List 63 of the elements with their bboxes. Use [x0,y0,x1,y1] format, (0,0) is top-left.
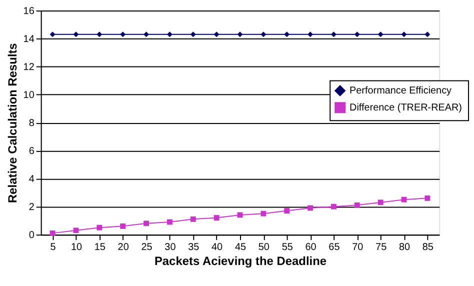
point [144,32,149,38]
x-tick-label: 65 [328,242,340,254]
point [73,228,79,234]
x-tick-label: 45 [234,242,246,254]
x-tick-label: 10 [70,242,82,254]
y-tick-label: 0 [28,230,35,242]
x-tick-label: 20 [118,242,130,254]
x-tick-label: 50 [258,242,270,254]
x-tick-label: 15 [94,242,106,254]
x-axis-title: Packets Acieving the Deadline [154,254,327,268]
point [190,32,196,38]
point [50,230,56,236]
x-tick-label: 25 [141,242,153,254]
point [378,200,384,206]
point [378,32,384,38]
point [73,32,79,38]
x-tick-label: 5 [50,242,56,254]
y-tick-label: 10 [23,90,35,102]
y-tick-label: 12 [23,62,35,74]
y-tick-label: 8 [28,118,35,130]
point [166,219,172,225]
y-axis-title: Relative Calculation Results [5,42,20,203]
point [214,215,220,221]
point [190,216,196,222]
point [260,210,266,216]
point [144,220,149,226]
legend-label: Performance Efficiency [350,86,452,97]
x-tick-label: 60 [305,242,317,254]
point [120,223,126,229]
y-tick-label: 4 [28,174,35,186]
point [260,32,266,38]
point [354,202,360,208]
point [424,32,430,38]
point [354,32,360,38]
point [308,32,314,38]
point [96,224,102,230]
x-tick-label: 70 [352,242,364,254]
x-tick-label: 80 [398,242,410,254]
y-tick-label: 2 [28,202,35,214]
point [424,195,430,201]
point [237,32,243,38]
point [284,32,290,38]
point [401,196,407,202]
point [120,32,126,38]
point [401,32,407,38]
point [330,204,336,210]
y-tick-label: 6 [28,146,35,158]
y-tick-label: 16 [23,6,35,18]
point [50,32,56,38]
x-tick-label: 30 [164,242,176,254]
point [214,32,220,38]
x-tick-label: 85 [422,242,434,254]
point [96,32,102,38]
x-tick-label: 75 [376,242,388,254]
point [330,32,336,38]
x-tick-label: 35 [188,242,200,254]
legend-label: Difference (TRER-REAR) [350,102,462,114]
point [284,208,290,214]
x-tick-label: 40 [212,242,224,254]
x-tick-label: 55 [282,242,294,254]
point [166,32,172,38]
y-tick-label: 14 [23,34,35,46]
point [308,205,314,211]
